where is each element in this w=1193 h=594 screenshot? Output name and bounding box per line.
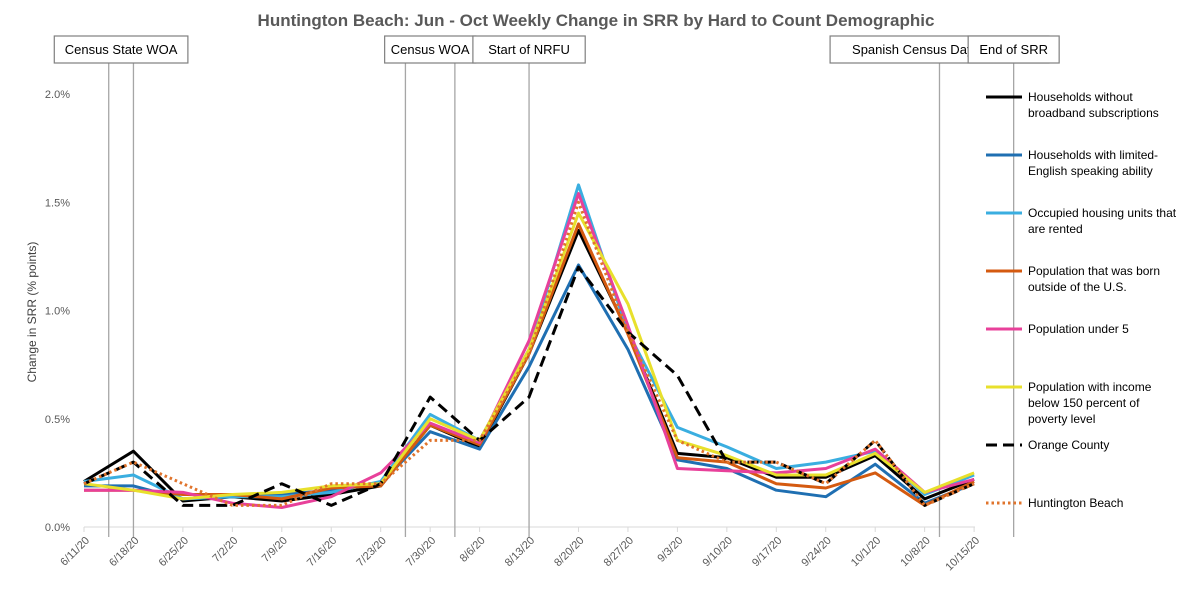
- series-layer: [83, 183, 975, 509]
- x-tick-label: 6/25/20: [157, 535, 191, 569]
- legend-label: Orange County: [1028, 438, 1109, 452]
- x-tick-label: 8/20/20: [552, 535, 586, 569]
- x-tick-label: 10/15/20: [943, 535, 982, 574]
- x-tick-label: 9/17/20: [750, 535, 784, 569]
- series-line: [83, 265, 975, 507]
- x-tick-label: 7/2/20: [210, 535, 240, 565]
- event-label: End of SRR: [979, 42, 1048, 57]
- y-tick-label: 0.5%: [45, 414, 70, 426]
- legend-label: Occupied housing units that: [1028, 206, 1177, 220]
- y-tick-label: 1.0%: [45, 306, 70, 318]
- legend-label: Huntington Beach: [1028, 496, 1123, 510]
- legend-label: Households without: [1028, 90, 1133, 104]
- legend-label: Population that was born: [1028, 264, 1160, 278]
- y-axis-label: Change in SRR (% points): [25, 242, 39, 383]
- annotations-layer: Census State WOA Census WOA Start of NRFU S…: [53, 35, 1060, 537]
- legend-label: Population under 5: [1028, 322, 1129, 336]
- y-tick-label: 0.0%: [45, 522, 70, 534]
- x-tick-label: 8/6/20: [458, 535, 488, 565]
- event-label: Census WOA: [391, 42, 470, 57]
- legend-label: poverty level: [1028, 412, 1095, 426]
- x-tick-label: 9/3/20: [655, 535, 685, 565]
- series-line: [84, 192, 975, 509]
- x-tick-label: 10/1/20: [849, 535, 883, 569]
- event-label-box: [384, 35, 477, 64]
- x-tick-label: 9/24/20: [799, 535, 833, 569]
- x-tick-label: 7/9/20: [260, 535, 290, 565]
- series-line: [83, 200, 975, 507]
- chart-title: Huntington Beach: Jun - Oct Weekly Chang…: [258, 11, 935, 30]
- legend-label: outside of the U.S.: [1028, 280, 1127, 294]
- legend-label: Population with income: [1028, 380, 1152, 394]
- x-tick-label: 8/13/20: [503, 535, 537, 569]
- x-tick-label: 6/18/20: [107, 535, 141, 569]
- x-tick-label: 6/11/20: [58, 535, 92, 569]
- legend-label: broadband subscriptions: [1028, 106, 1159, 120]
- x-tick-label: 7/23/20: [354, 535, 388, 569]
- event-label-box: [967, 35, 1060, 64]
- x-tick-label: 8/27/20: [602, 535, 636, 569]
- legend-label: Households with limited-: [1028, 148, 1158, 162]
- y-tick-label: 1.5%: [45, 197, 70, 209]
- legend: Households without broadband subscription…: [986, 90, 1177, 510]
- x-tick-label: 7/16/20: [305, 535, 339, 569]
- legend-label: below 150 percent of: [1028, 396, 1140, 410]
- x-tick-label: 9/10/20: [701, 535, 735, 569]
- x-tick-label: 7/30/20: [404, 535, 438, 569]
- event-label-box: [472, 35, 586, 64]
- x-tick-label: 10/8/20: [898, 535, 932, 569]
- legend-label: are rented: [1028, 222, 1083, 236]
- event-label-box: [53, 35, 189, 64]
- y-tick-label: 2.0%: [45, 89, 70, 101]
- legend-label: English speaking ability: [1028, 164, 1153, 178]
- event-label: Start of NRFU: [488, 42, 570, 57]
- event-label: Census State WOA: [65, 42, 178, 57]
